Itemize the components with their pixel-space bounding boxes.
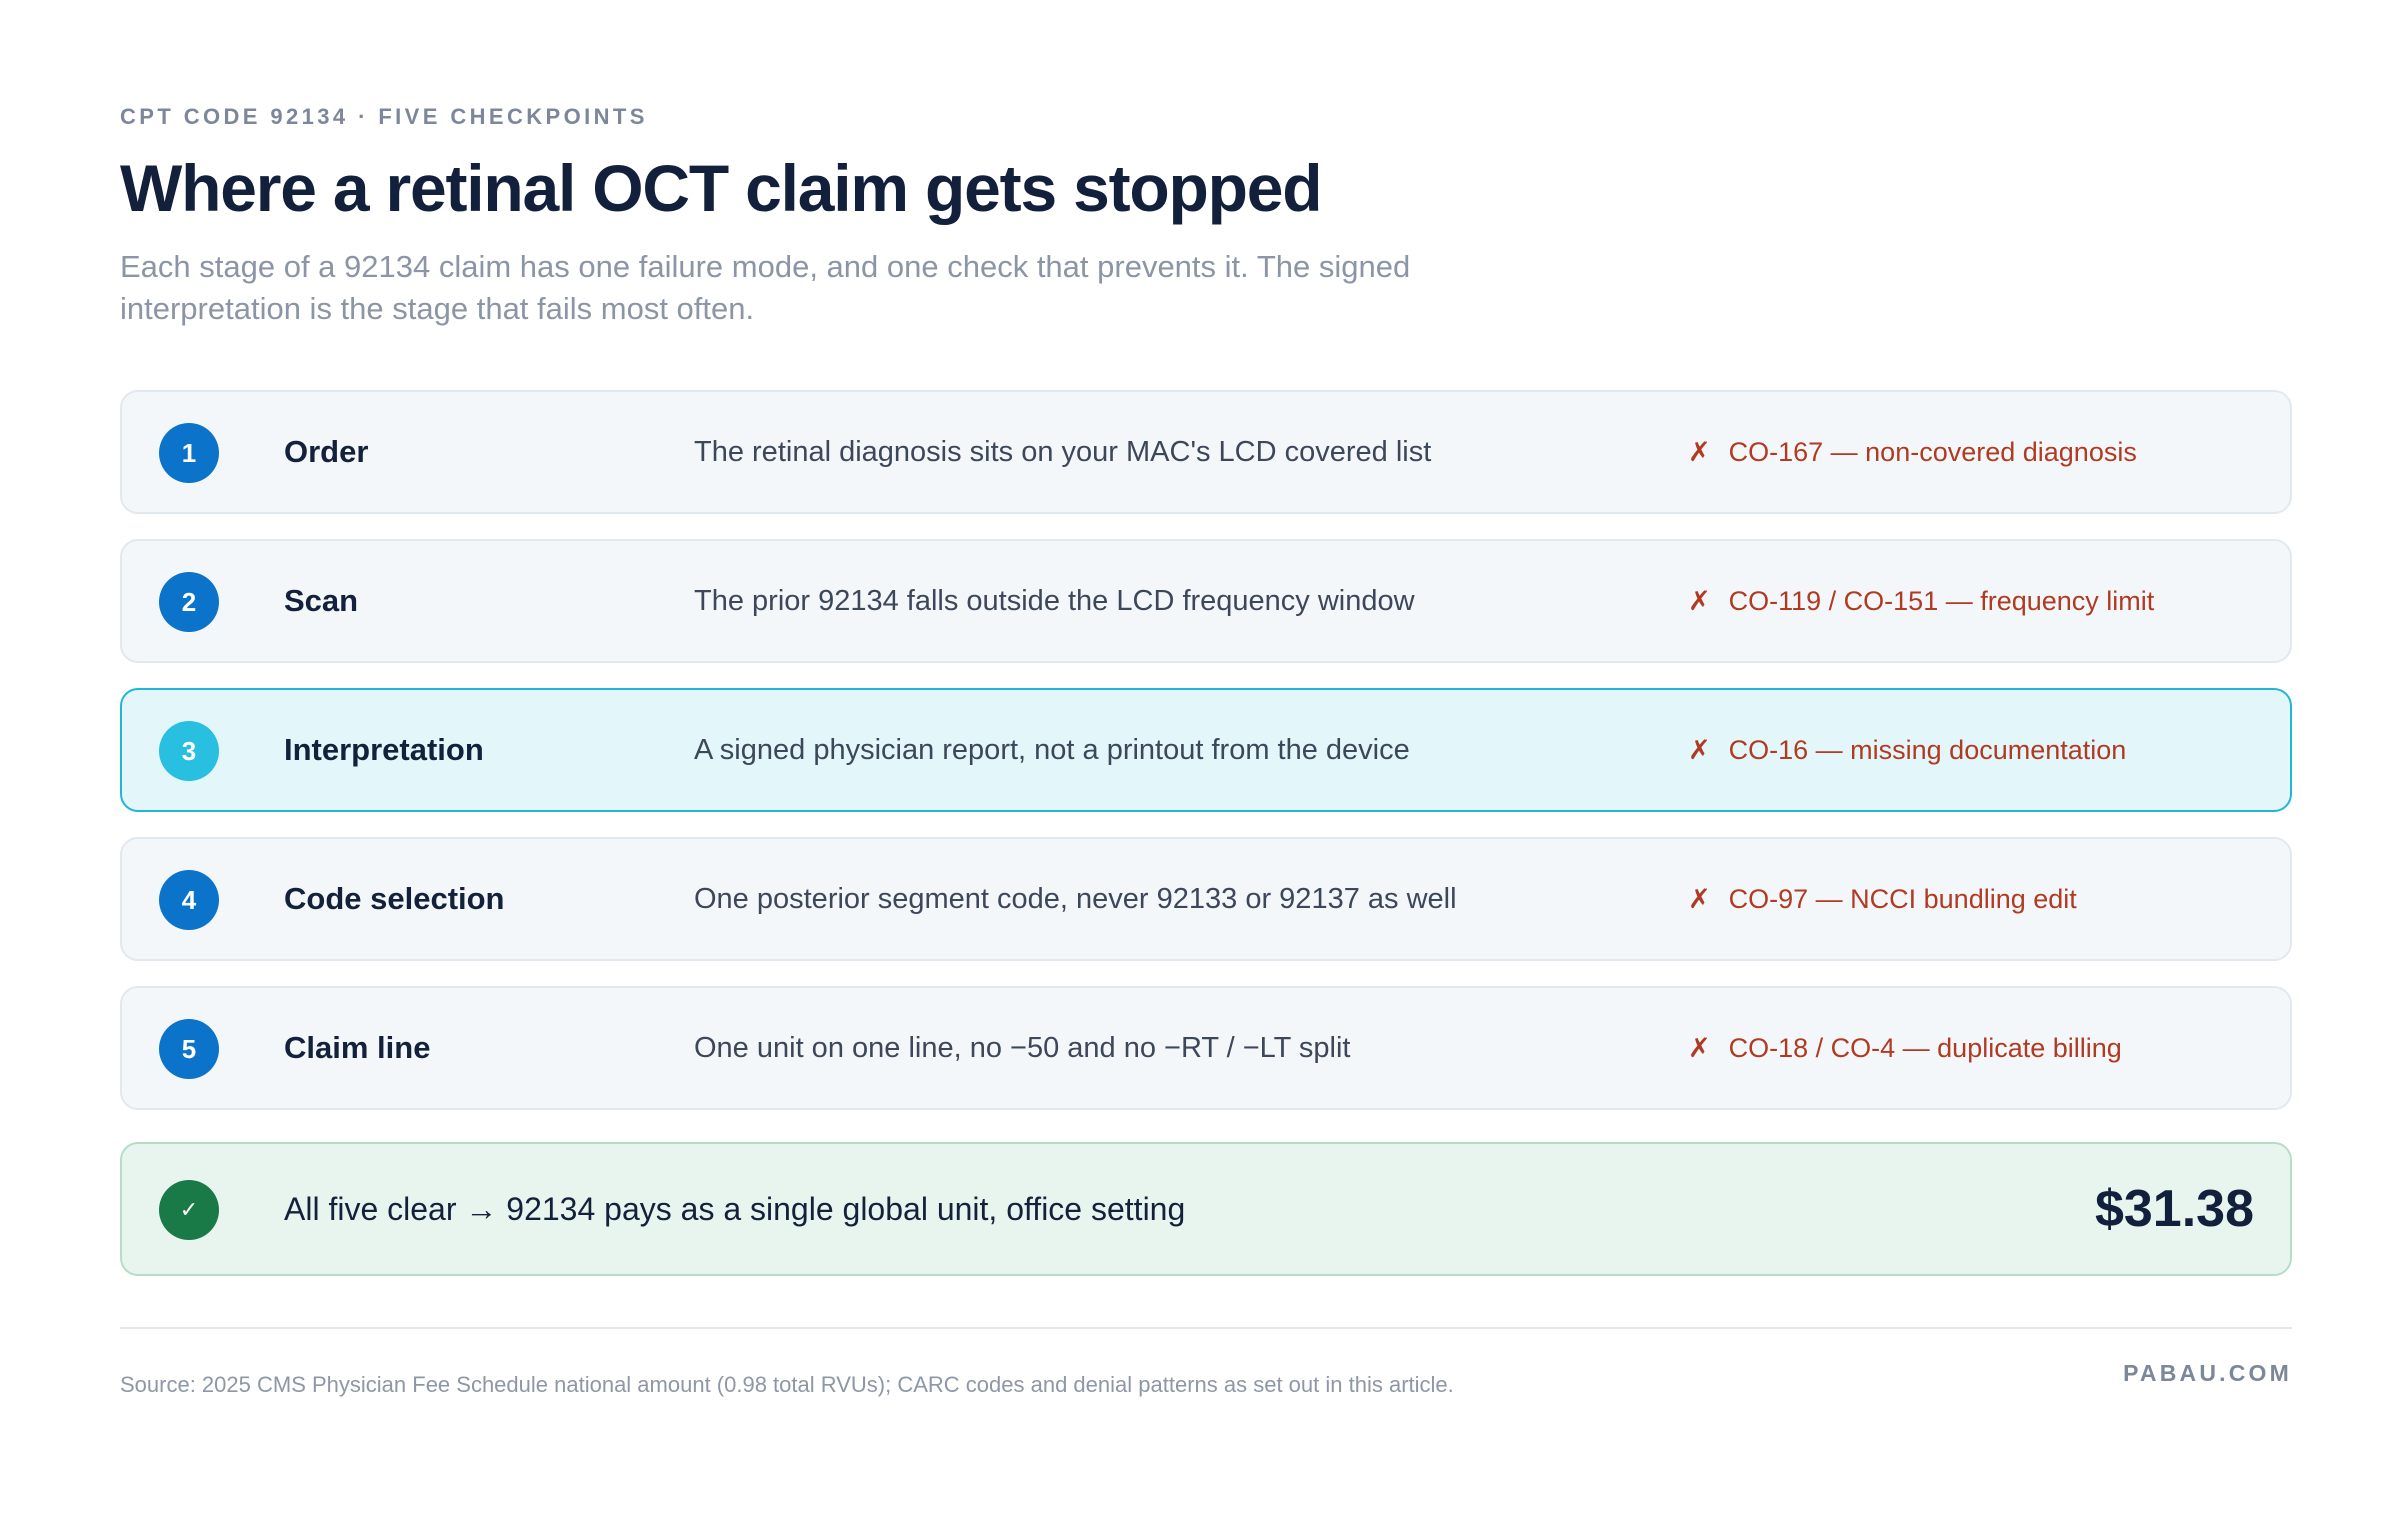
denial-text: CO-16 — missing documentation	[1728, 734, 2127, 765]
step-number-badge: 5	[159, 1019, 219, 1079]
result-summary: ✓ All five clear → 92134 pays as a singl…	[120, 1142, 2292, 1276]
brand-logo: PABAU.COM	[2123, 1360, 2292, 1386]
cross-icon: ✗	[1688, 585, 1711, 616]
denial-text: CO-97 — NCCI bundling edit	[1728, 883, 2077, 914]
payment-amount: $31.38	[2094, 1180, 2254, 1238]
denial-code: ✗ CO-119 / CO-151 — frequency limit	[1688, 541, 2154, 661]
cross-icon: ✗	[1688, 1032, 1711, 1063]
step-number-badge: 4	[159, 870, 219, 930]
source-note: Source: 2025 CMS Physician Fee Schedule …	[120, 1372, 1454, 1397]
checkpoint-row-order: 1 Order The retinal diagnosis sits on yo…	[120, 390, 2292, 514]
checkmark-icon: ✓	[159, 1180, 219, 1240]
stage-check: The prior 92134 falls outside the LCD fr…	[694, 584, 1415, 617]
cross-icon: ✗	[1688, 883, 1711, 914]
page-subtitle: Each stage of a 92134 claim has one fail…	[120, 249, 1411, 326]
denial-text: CO-18 / CO-4 — duplicate billing	[1728, 1032, 2122, 1063]
cross-icon: ✗	[1688, 734, 1711, 765]
stage-name: Scan	[284, 583, 359, 618]
denial-code: ✗ CO-97 — NCCI bundling edit	[1688, 839, 2077, 959]
denial-text: CO-119 / CO-151 — frequency limit	[1728, 585, 2155, 616]
result-text: All five clear → 92134 pays as a single …	[284, 1190, 1186, 1227]
denial-code: ✗ CO-167 — non-covered diagnosis	[1688, 392, 2137, 512]
page-title: Where a retinal OCT claim gets stopped	[120, 151, 1323, 225]
eyebrow-label: CPT CODE 92134 · FIVE CHECKPOINTS	[120, 104, 648, 129]
step-number-badge: 1	[159, 423, 219, 483]
checkpoint-row-interpretation: 3 Interpretation A signed physician repo…	[120, 688, 2292, 812]
step-number-badge: 3	[159, 721, 219, 781]
stage-check: A signed physician report, not a printou…	[694, 733, 1410, 766]
denial-code: ✗ CO-18 / CO-4 — duplicate billing	[1688, 988, 2122, 1108]
denial-code: ✗ CO-16 — missing documentation	[1688, 690, 2126, 810]
denial-text: CO-167 — non-covered diagnosis	[1728, 436, 2137, 467]
stage-check: One unit on one line, no −50 and no −RT …	[694, 1031, 1351, 1064]
stage-check: The retinal diagnosis sits on your MAC's…	[694, 435, 1432, 468]
checkpoint-row-scan: 2 Scan The prior 92134 falls outside the…	[120, 539, 2292, 663]
cross-icon: ✗	[1688, 436, 1711, 467]
stage-check: One posterior segment code, never 92133 …	[694, 882, 1457, 915]
stage-name: Code selection	[284, 881, 505, 916]
step-number-badge: 2	[159, 572, 219, 632]
stage-name: Order	[284, 434, 369, 469]
stage-name: Interpretation	[284, 732, 484, 767]
checkpoint-list: 1 Order The retinal diagnosis sits on yo…	[120, 390, 2292, 1135]
checkpoint-row-code-selection: 4 Code selection One posterior segment c…	[120, 837, 2292, 961]
stage-name: Claim line	[284, 1030, 431, 1065]
checkpoint-row-claim-line: 5 Claim line One unit on one line, no −5…	[120, 986, 2292, 1110]
footer-divider	[120, 1327, 2292, 1329]
